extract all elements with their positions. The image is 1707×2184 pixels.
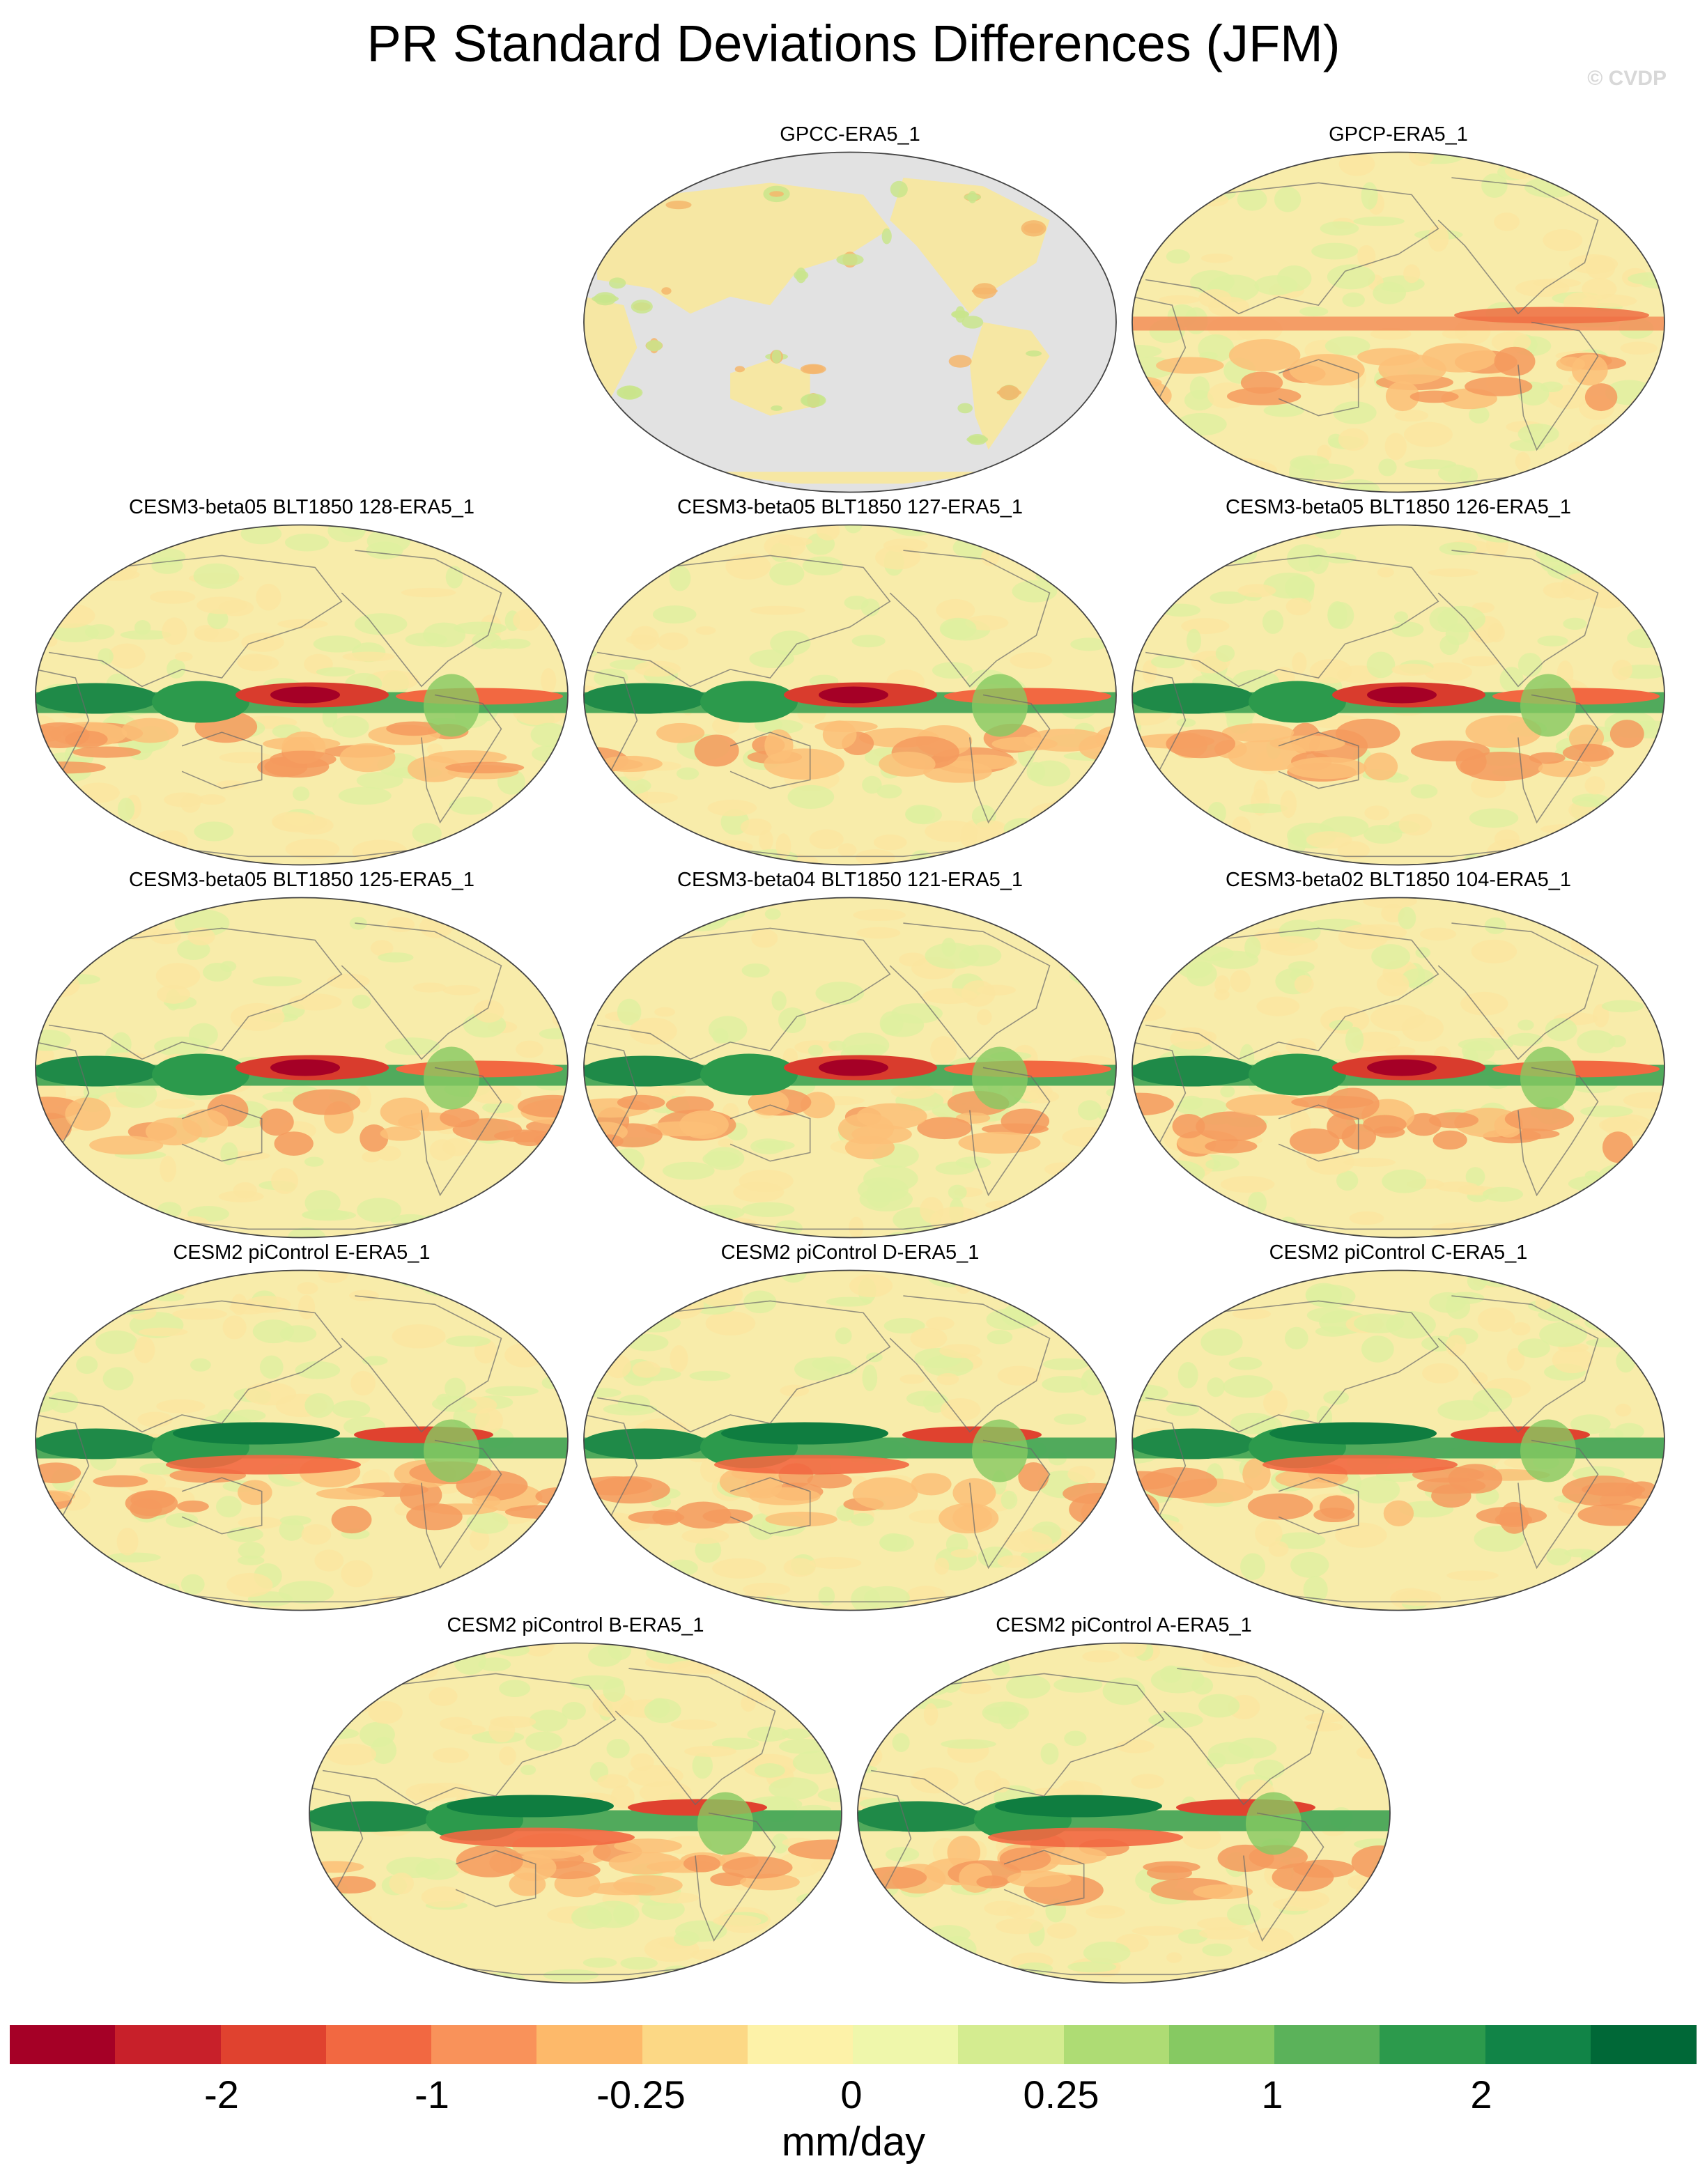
robinson-map — [35, 524, 569, 866]
colorbar-swatch — [325, 2025, 432, 2064]
robinson-map — [583, 897, 1117, 1239]
colorbar-swatch — [642, 2025, 748, 2064]
colorbar — [10, 2025, 1697, 2064]
colorbar-tick-label: 0 — [840, 2073, 863, 2116]
map-panel: CESM2 piControl A-ERA5_1 — [856, 1613, 1392, 1989]
panel-title: CESM2 piControl B-ERA5_1 — [447, 1614, 704, 1636]
colorbar-units: mm/day — [781, 2119, 926, 2164]
panel-title: CESM3-beta05 BLT1850 125-ERA5_1 — [129, 869, 474, 891]
panel-title: CESM3-beta05 BLT1850 128-ERA5_1 — [129, 496, 474, 518]
colorbar-tick-label: -0.25 — [596, 2073, 686, 2116]
panel-title: CESM3-beta05 BLT1850 127-ERA5_1 — [677, 496, 1023, 518]
colorbar-swatch — [10, 2025, 116, 2064]
map-panel: CESM3-beta05 BLT1850 127-ERA5_1 — [582, 495, 1118, 871]
panel-title: CESM3-beta04 BLT1850 121-ERA5_1 — [677, 869, 1023, 891]
map-panel: CESM3-beta05 BLT1850 126-ERA5_1 — [1130, 495, 1667, 871]
robinson-map — [1131, 524, 1665, 866]
map-panel: CESM2 piControl D-ERA5_1 — [582, 1240, 1118, 1616]
map-panel: CESM3-beta05 BLT1850 125-ERA5_1 — [33, 867, 570, 1244]
panel-title: CESM2 piControl A-ERA5_1 — [996, 1614, 1252, 1636]
colorbar-tick-label: 0.25 — [1023, 2073, 1099, 2116]
colorbar-tick-label: 2 — [1470, 2073, 1492, 2116]
robinson-map — [583, 151, 1117, 493]
map-panel: CESM2 piControl C-ERA5_1 — [1130, 1240, 1667, 1616]
panel-title: GPCC-ERA5_1 — [780, 123, 920, 146]
colorbar-swatch — [1063, 2025, 1170, 2064]
colorbar-swatch — [1274, 2025, 1381, 2064]
map-panel: GPCP-ERA5_1 — [1130, 122, 1667, 498]
panel-title: CESM3-beta02 BLT1850 104-ERA5_1 — [1226, 869, 1571, 891]
colorbar-swatch — [958, 2025, 1065, 2064]
panel-title: CESM2 piControl D-ERA5_1 — [720, 1241, 980, 1264]
map-panel: CESM2 piControl B-ERA5_1 — [307, 1613, 844, 1989]
colorbar-swatch — [1590, 2025, 1697, 2064]
robinson-map — [35, 897, 569, 1239]
robinson-map — [1131, 1269, 1665, 1611]
map-panel: GPCC-ERA5_1 — [582, 122, 1118, 498]
panel-title: CESM2 piControl E-ERA5_1 — [173, 1241, 431, 1264]
colorbar-swatch — [536, 2025, 643, 2064]
colorbar-tick-label: -1 — [415, 2073, 449, 2116]
panel-title: GPCP-ERA5_1 — [1329, 123, 1468, 146]
panel-title: CESM3-beta05 BLT1850 126-ERA5_1 — [1226, 496, 1571, 518]
figure-title: PR Standard Deviations Differences (JFM) — [366, 15, 1341, 72]
map-panel: CESM3-beta05 BLT1850 128-ERA5_1 — [33, 495, 570, 871]
panel-title: CESM2 piControl C-ERA5_1 — [1269, 1241, 1528, 1264]
map-panel: CESM2 piControl E-ERA5_1 — [33, 1240, 570, 1616]
robinson-map — [583, 524, 1117, 866]
colorbar-swatch — [115, 2025, 222, 2064]
colorbar-swatch — [1485, 2025, 1591, 2064]
colorbar-tick-label: -2 — [204, 2073, 239, 2116]
robinson-map — [1131, 151, 1665, 493]
map-panel: CESM3-beta02 BLT1850 104-ERA5_1 — [1130, 867, 1667, 1244]
cvdp-watermark: © CVDP — [1587, 67, 1667, 90]
colorbar-swatch — [747, 2025, 854, 2064]
colorbar-swatch — [1380, 2025, 1486, 2064]
robinson-map — [1131, 897, 1665, 1239]
map-panel: CESM3-beta04 BLT1850 121-ERA5_1 — [582, 867, 1118, 1244]
colorbar-swatch — [220, 2025, 327, 2064]
colorbar-swatch — [431, 2025, 538, 2064]
colorbar-swatch — [1168, 2025, 1275, 2064]
robinson-map — [857, 1642, 1391, 1984]
robinson-map — [583, 1269, 1117, 1611]
robinson-map — [309, 1642, 842, 1984]
colorbar-swatch — [853, 2025, 959, 2064]
robinson-map — [35, 1269, 569, 1611]
colorbar-tick-label: 1 — [1261, 2073, 1283, 2116]
